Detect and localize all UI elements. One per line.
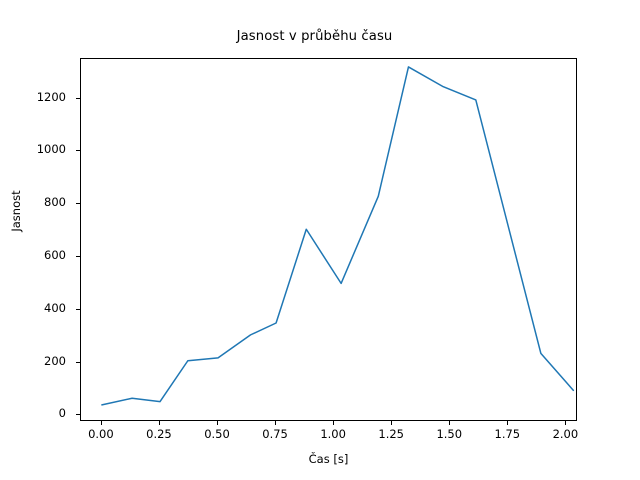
x-tick-mark xyxy=(217,421,219,425)
y-tick-label: 200 xyxy=(44,353,66,368)
plot-axes xyxy=(80,58,577,421)
y-tick-mark xyxy=(76,361,80,363)
y-tick-mark xyxy=(76,414,80,416)
x-axis-label: Čas [s] xyxy=(308,452,349,466)
x-tick-mark xyxy=(275,421,277,425)
y-tick-label: 600 xyxy=(44,248,66,262)
x-tick-label: 1.25 xyxy=(378,427,404,441)
x-tick-mark xyxy=(449,421,451,425)
x-tick-mark xyxy=(507,421,509,425)
x-tick-label: 1.75 xyxy=(494,427,521,441)
x-tick-mark xyxy=(391,421,393,425)
y-tick-mark xyxy=(76,97,80,99)
chart-title: Jasnost v průběhu času xyxy=(0,29,640,44)
x-tick-mark xyxy=(158,421,160,425)
y-tick-label: 0 xyxy=(58,406,66,421)
x-tick-mark xyxy=(100,421,102,425)
x-tick-label: 0.00 xyxy=(88,427,114,441)
x-tick-mark xyxy=(565,421,567,425)
y-tick-label: 1200 xyxy=(36,89,66,104)
y-tick-mark xyxy=(76,150,80,152)
x-tick-label: 1.00 xyxy=(320,427,346,441)
line-series-svg xyxy=(101,66,575,406)
x-tick-label: 0.75 xyxy=(262,427,288,441)
data-line-jasnost xyxy=(101,66,575,406)
y-tick-label: 1000 xyxy=(36,142,66,157)
y-axis-label: Jasnost xyxy=(9,190,23,232)
chart-title-text: Jasnost v průběhu času xyxy=(236,29,393,44)
y-tick-mark xyxy=(76,308,80,310)
x-tick-label: 0.25 xyxy=(146,427,172,441)
y-tick-mark xyxy=(76,256,80,257)
x-tick-label: 1.50 xyxy=(436,427,463,441)
x-tick-mark xyxy=(333,421,335,425)
x-tick-label: 0.50 xyxy=(204,427,230,441)
x-tick-label: 2.00 xyxy=(552,427,579,441)
y-tick-label: 800 xyxy=(44,195,66,210)
y-tick-mark xyxy=(76,203,80,205)
y-tick-label: 400 xyxy=(44,300,66,315)
